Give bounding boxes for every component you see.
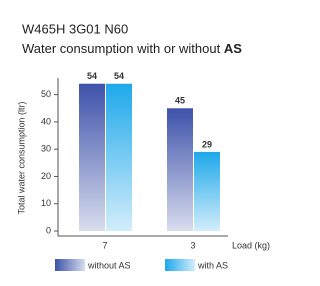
bar xyxy=(194,152,220,231)
y-tick-label: 0 xyxy=(46,225,51,235)
value-label: 54 xyxy=(114,71,124,81)
y-axis-label: Total water consumption (ltr) xyxy=(16,101,26,214)
chart: W465H 3G01 N60 Water consumption with or… xyxy=(0,0,286,286)
y-tick-label: 40 xyxy=(41,116,51,126)
bar xyxy=(106,84,132,231)
legend-label: with AS xyxy=(197,260,228,270)
subtitle-text: Water consumption with or without xyxy=(22,41,221,56)
bar xyxy=(79,84,105,231)
chart-title: W465H 3G01 N60 xyxy=(22,21,128,36)
y-tick-label: 10 xyxy=(41,198,51,208)
y-tick-label: 30 xyxy=(41,144,51,154)
chart-subtitle: Water consumption with or without AS xyxy=(22,41,242,56)
legend-label: without AS xyxy=(87,260,131,270)
x-tick-label: 3 xyxy=(190,240,195,250)
value-label: 29 xyxy=(202,139,212,149)
y-tick-label: 50 xyxy=(41,89,51,99)
legend-swatch xyxy=(55,259,85,271)
bar xyxy=(167,108,193,231)
subtitle-emphasis: AS xyxy=(224,41,242,56)
legend-swatch xyxy=(165,259,195,271)
x-axis-label: Load (kg) xyxy=(232,240,270,250)
value-label: 45 xyxy=(175,96,185,106)
x-tick-label: 7 xyxy=(102,240,107,250)
y-tick-label: 20 xyxy=(41,171,51,181)
value-label: 54 xyxy=(87,71,97,81)
